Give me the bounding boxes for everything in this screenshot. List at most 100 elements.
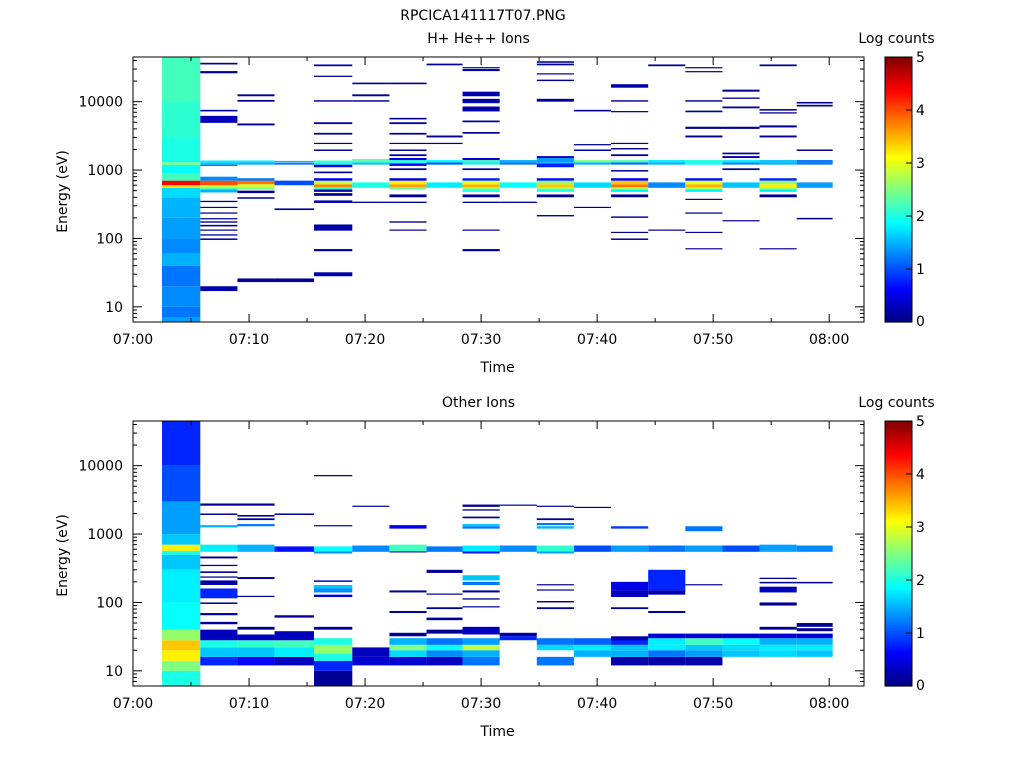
colorbar-tick-label: 1	[916, 262, 925, 278]
colorbar-segment	[885, 307, 912, 311]
colorbar-tick-label: 0	[916, 314, 925, 330]
spectrogram-cell	[462, 551, 500, 554]
spectrogram-cell	[162, 602, 201, 630]
y-tick-label: 1000	[87, 527, 123, 543]
spectrogram-cell	[573, 182, 612, 188]
spectrogram-cell	[200, 588, 238, 599]
spectrogram-cell	[389, 117, 427, 120]
spectrogram-cell	[462, 524, 500, 527]
spectrogram-cell	[462, 189, 500, 192]
spectrogram-cell	[536, 526, 574, 529]
spectrogram-cell	[462, 120, 500, 123]
spectrogram-cell	[796, 644, 833, 651]
spectrogram-cell	[389, 122, 427, 125]
spectrogram-cell	[462, 67, 500, 69]
spectrogram-cell	[611, 607, 649, 610]
spectrogram-cell	[611, 189, 649, 192]
spectrogram-cell	[426, 182, 463, 188]
colorbar-segment	[885, 164, 912, 168]
colorbar-segment	[885, 272, 912, 275]
colorbar-segment	[885, 98, 912, 102]
colorbar-segment	[885, 431, 912, 435]
spectrogram-cell	[685, 160, 723, 163]
spectrogram-cell	[573, 162, 612, 165]
spectrogram-cell	[314, 162, 353, 165]
spectrogram-cell	[499, 636, 537, 641]
colorbar-tick-label: 4	[916, 103, 925, 119]
y-tick-label: 10000	[78, 459, 123, 475]
spectrogram-cell	[685, 184, 723, 188]
colorbar: 0 1 2 3 4 5 Log counts	[858, 31, 934, 330]
colorbar-segment	[885, 532, 912, 536]
spectrogram-cell	[796, 581, 833, 584]
spectrogram-cell	[611, 84, 649, 88]
spectrogram-cell	[536, 156, 574, 159]
colorbar-segment	[885, 433, 912, 437]
spectrogram-cell	[200, 234, 238, 236]
spectrogram-cell	[237, 656, 275, 666]
spectrogram-cell	[536, 505, 574, 507]
colorbar-segment	[885, 458, 912, 461]
spectrogram-cell	[462, 229, 500, 231]
spectrogram-cell	[389, 632, 427, 637]
colorbar-segment	[885, 135, 912, 139]
colorbar-segment	[885, 201, 912, 205]
spectrogram-cell	[536, 187, 574, 190]
spectrogram-cell	[162, 421, 201, 466]
spectrogram-cell	[314, 475, 353, 477]
spectrogram-cell	[722, 156, 760, 159]
spectrogram-cell	[162, 629, 201, 641]
spectrogram-cell	[722, 152, 760, 155]
spectrogram-cell	[162, 101, 201, 138]
colorbar-segment	[885, 520, 912, 524]
colorbar-segment	[885, 309, 912, 313]
spectrogram-cell	[200, 189, 238, 193]
spectrogram-cell	[162, 569, 201, 603]
spectrogram-cell	[314, 638, 353, 645]
spectrogram-cell	[426, 617, 463, 621]
colorbar-segment	[885, 634, 912, 637]
spectrogram-cell	[426, 160, 463, 163]
spectrogram-cell	[611, 154, 649, 157]
spectrogram-cell	[536, 215, 574, 217]
spectrogram-cell	[462, 516, 500, 519]
colorbar-segment	[885, 139, 912, 143]
spectrogram-cell	[314, 580, 353, 582]
spectrogram-cell	[352, 201, 390, 203]
spectrogram-cell	[162, 253, 201, 266]
colorbar-segment	[885, 85, 912, 89]
spectrogram-cell	[237, 187, 275, 190]
spectrogram-cell	[462, 545, 500, 552]
spectrogram-cell	[389, 544, 427, 552]
colorbar-segment	[885, 518, 912, 521]
spectrogram-cell	[759, 638, 797, 645]
colorbar-segment	[885, 133, 912, 137]
colorbar-segment	[885, 677, 912, 681]
spectrogram-cell	[685, 180, 723, 185]
spectrogram-cell	[314, 546, 353, 552]
spectrogram-cell	[648, 656, 686, 666]
colorbar-segment	[885, 648, 912, 652]
spectrogram-cell	[536, 600, 574, 603]
spectrogram-cell	[759, 626, 797, 630]
colorbar-segment	[885, 224, 912, 228]
spectrogram-cell	[759, 162, 797, 165]
spectrogram-cell	[573, 644, 612, 651]
spectrogram-cell	[162, 197, 201, 218]
colorbar-segment	[885, 319, 912, 323]
spectrogram-cell	[314, 180, 353, 185]
spectrogram-cell	[462, 638, 500, 645]
spectrogram-cell	[200, 556, 238, 559]
colorbar-segment	[885, 491, 912, 495]
spectrogram-cell	[796, 628, 833, 632]
spectrogram-cell	[274, 647, 315, 657]
spectrogram-cell	[462, 163, 500, 165]
spectrogram-cell	[499, 160, 537, 163]
spectrogram-cell	[162, 534, 201, 545]
spectrogram-cell	[200, 647, 238, 657]
colorbar-segment	[885, 576, 912, 579]
colorbar-segment	[885, 179, 912, 182]
spectrogram-cell	[237, 544, 275, 552]
colorbar-segment	[885, 621, 912, 625]
colorbar-tick-label: 4	[916, 467, 925, 483]
